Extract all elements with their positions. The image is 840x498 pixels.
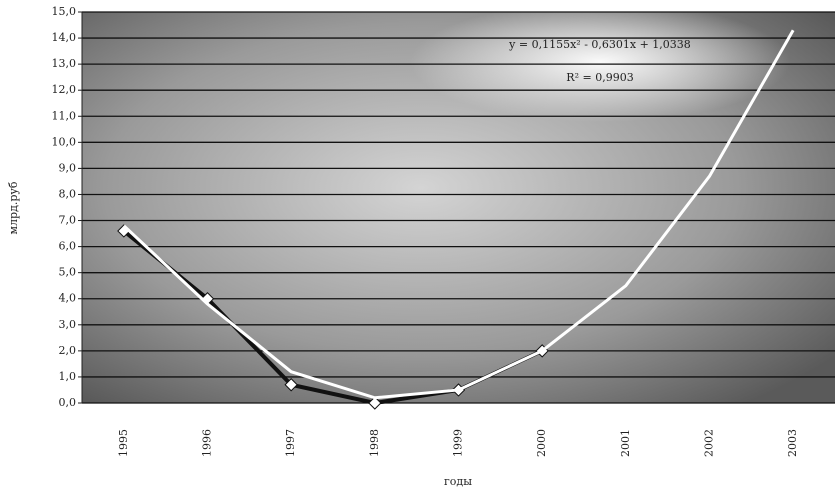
y-tick-label: 10,0 — [52, 135, 77, 148]
x-tick-label: 1997 — [284, 429, 297, 457]
y-axis-title: млрд.руб — [7, 181, 20, 234]
x-tick-label: 2003 — [786, 429, 799, 457]
y-tick-label: 15,0 — [52, 5, 77, 18]
annotation-glow — [410, 2, 790, 122]
y-tick-label: 7,0 — [59, 214, 77, 227]
y-tick-label: 11,0 — [52, 109, 77, 122]
x-tick-label: 2002 — [703, 429, 716, 457]
y-tick-label: 2,0 — [59, 344, 77, 357]
annotation: y = 0,1155x² - 0,6301x + 1,0338 — [508, 38, 691, 51]
annotation: R² = 0,9903 — [566, 71, 633, 84]
x-tick-label: 1995 — [117, 429, 130, 457]
y-tick-label: 0,0 — [59, 396, 77, 409]
data-point — [284, 378, 298, 392]
x-tick-label: 1996 — [201, 429, 214, 457]
y-tick-label: 9,0 — [59, 161, 77, 174]
y-tick-label: 13,0 — [52, 57, 77, 70]
data-point — [368, 396, 382, 410]
x-tick-label: 2000 — [535, 429, 548, 457]
y-tick-label: 14,0 — [52, 31, 77, 44]
y-tick-label: 5,0 — [59, 266, 77, 279]
x-tick-label: 1998 — [368, 429, 381, 457]
y-tick-label: 8,0 — [59, 187, 77, 200]
x-axis-title: годы — [444, 475, 472, 488]
y-tick-label: 3,0 — [59, 318, 77, 331]
x-tick-label: 1999 — [452, 429, 465, 457]
y-tick-label: 6,0 — [59, 240, 77, 253]
y-tick-label: 12,0 — [52, 83, 77, 96]
series-line — [122, 29, 795, 400]
x-tick-label: 2001 — [619, 429, 632, 457]
y-tick-label: 4,0 — [59, 292, 77, 305]
y-tick-label: 1,0 — [59, 370, 77, 383]
